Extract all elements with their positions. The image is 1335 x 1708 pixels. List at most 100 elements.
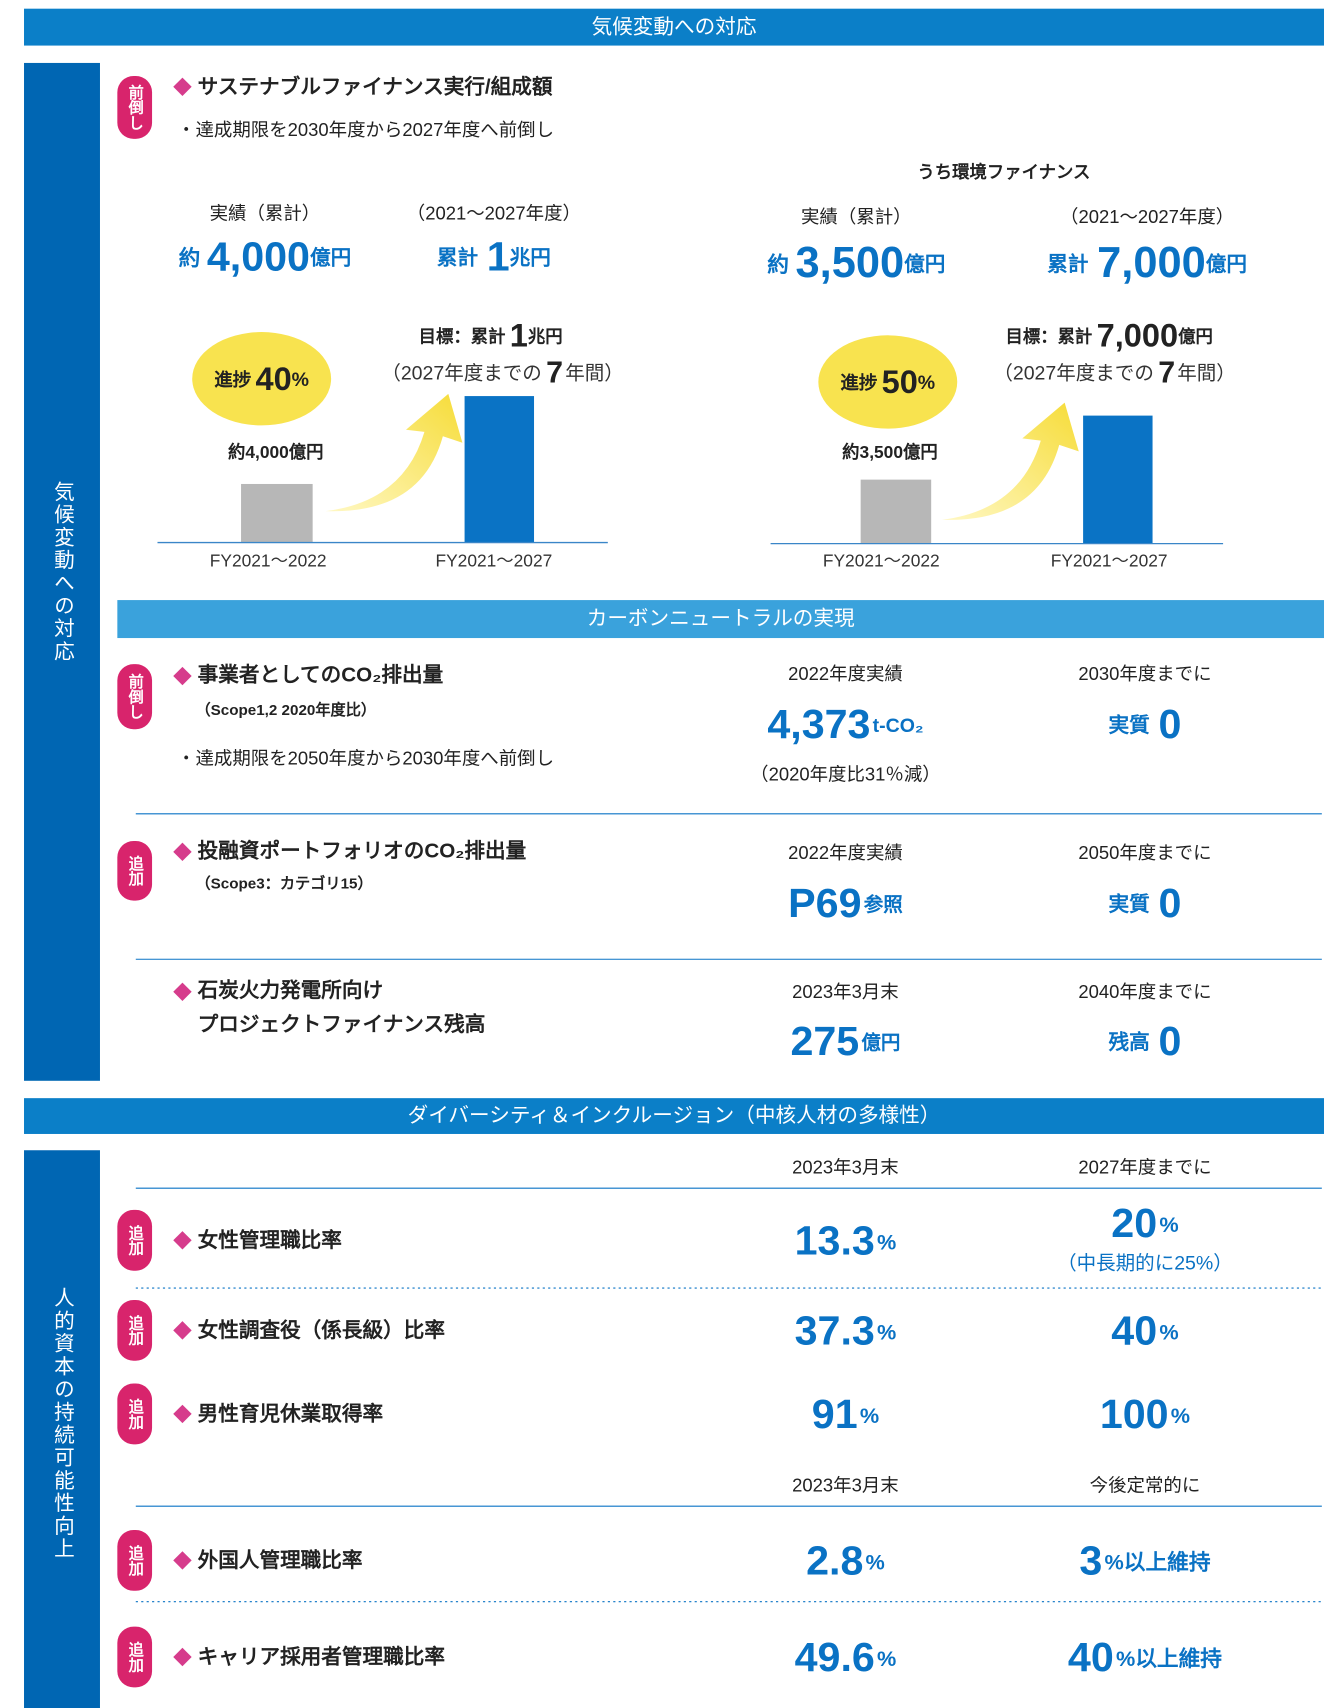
target-value-part: 100 <box>1100 1391 1169 1437</box>
target-value-part: 兆円 <box>510 247 551 270</box>
actual-value: 約 4,000億円 <box>179 233 352 279</box>
section-header-bar <box>24 8 1325 46</box>
target-value-part: 累計 <box>437 246 479 270</box>
badge-text: 前倒し <box>126 673 145 719</box>
goal-period: （2027年度までの 7 年間） <box>381 355 623 389</box>
side-label: 人的資本の持続可能性向上 <box>50 1287 74 1560</box>
item-title: サステナブルファイナンス実行/組成額 <box>198 74 553 98</box>
current-value: 37.3% <box>795 1308 897 1354</box>
subsection-title: カーボンニュートラルの実現 <box>587 607 855 630</box>
column-label: （2021～2027年度） <box>1060 206 1234 227</box>
progress-part: 40 <box>255 360 291 396</box>
target-value-part: 億円 <box>1206 252 1247 276</box>
target-value-part: 累計 <box>1047 252 1089 276</box>
current-value-part: % <box>877 1319 896 1344</box>
bar-target <box>1083 415 1153 544</box>
column-label: 2040年度までに <box>1078 981 1211 1002</box>
current-value-part: 13.3 <box>795 1217 875 1263</box>
target-value: 実質 0 <box>1109 701 1182 747</box>
column-label: 2022年度実績 <box>788 663 903 684</box>
progress-part: 50 <box>882 364 918 400</box>
target-value: 20% <box>1111 1200 1178 1246</box>
badge-text: 追加 <box>126 1398 145 1430</box>
diamond <box>173 1231 192 1250</box>
progress-part: 進捗 <box>214 369 251 390</box>
progress-part: % <box>292 369 309 391</box>
target-value-part: 0 <box>1158 701 1181 747</box>
diamond <box>173 1321 192 1340</box>
x-label: FY2021～2027 <box>1051 551 1168 571</box>
item-detail: （Scope1,2 2020年度比） <box>195 701 376 719</box>
target-value: 3 %以上維持 <box>1079 1538 1210 1584</box>
x-label: FY2021～2027 <box>435 551 552 571</box>
arrow <box>325 393 463 512</box>
goal-part: 目標：累計 <box>419 326 506 346</box>
diamond <box>173 1647 192 1667</box>
progress-part: % <box>918 372 935 394</box>
current-value: 49.6% <box>795 1634 897 1680</box>
actual-value-part: 約 <box>179 245 201 270</box>
target-value-part: 7,000 <box>1097 239 1206 287</box>
badge-text: 追加 <box>126 1315 145 1347</box>
current-value-part: t-CO₂ <box>873 715 924 737</box>
goal-period-part: 年間） <box>565 363 624 385</box>
current-value-part: % <box>866 1549 885 1574</box>
value-note: （中長期的に25%） <box>1057 1252 1233 1274</box>
target-value: 40 %以上維持 <box>1068 1634 1222 1680</box>
goal-period-part: （2027年度までの <box>381 363 542 385</box>
badge <box>117 75 153 139</box>
badge <box>117 664 153 730</box>
current-value: P69 参照 <box>788 880 903 926</box>
badge-text: 追加 <box>126 1545 145 1577</box>
progress-part: 進捗 <box>840 372 877 393</box>
goal-period-part: 7 <box>1158 355 1175 389</box>
goal-part: 1 <box>510 317 528 353</box>
section-header-bar <box>24 1098 1325 1134</box>
target-value: 40% <box>1111 1308 1178 1354</box>
column-label: 2050年度までに <box>1078 842 1211 863</box>
goal-period-part: 年間） <box>1177 363 1236 385</box>
column-label: 実績（累計） <box>210 203 321 224</box>
column-label: 今後定常的に <box>1090 1475 1201 1496</box>
actual-value-part: 億円 <box>310 246 351 270</box>
badge <box>117 1530 153 1591</box>
target-value: 残高 0 <box>1109 1018 1182 1064</box>
goal: 目標：累計 7,000億円 <box>1005 317 1212 353</box>
goal-period-part: 7 <box>546 355 563 389</box>
current-value: 275 億円 <box>790 1018 900 1064</box>
badge-text: 追加 <box>126 1641 145 1673</box>
item-title: 石炭火力発電所向け <box>197 978 383 1002</box>
column-label: 2023年3月末 <box>792 1475 899 1496</box>
column-label: 2022年度実績 <box>788 842 903 863</box>
badge-text: 追加 <box>126 855 145 887</box>
item-title: 外国人管理職比率 <box>198 1548 363 1572</box>
item-title: プロジェクトファイナンス残高 <box>198 1012 486 1036</box>
target-value-part: % <box>1159 1212 1178 1237</box>
goal-period: （2027年度までの 7 年間） <box>993 355 1235 389</box>
column-label: 2023年3月末 <box>792 981 899 1002</box>
bar-actual <box>241 483 313 543</box>
x-label: FY2021～2022 <box>210 551 327 571</box>
item-note: ・達成期限を2030年度から2027年度へ前倒し <box>177 119 554 140</box>
target-value-part: 3 <box>1079 1538 1102 1584</box>
target-value-part: % <box>1159 1319 1178 1344</box>
bar-label: 約3,500億円 <box>842 442 938 462</box>
target-value: 累計 7,000億円 <box>1047 239 1247 287</box>
side-label: 気候変動への対応 <box>50 481 74 663</box>
current-value-part: 275 <box>790 1018 859 1064</box>
goal-part: 兆円 <box>528 326 563 346</box>
actual-value-part: 億円 <box>904 252 945 276</box>
target-value-part: 0 <box>1158 1018 1181 1064</box>
diamond <box>173 77 192 97</box>
progress: 進捗 50% <box>840 364 935 400</box>
badge-text: 前倒し <box>126 84 145 130</box>
goal-part: 億円 <box>1178 326 1213 346</box>
item-title: 男性育児休業取得率 <box>198 1401 383 1425</box>
target-value-part: 40 <box>1068 1634 1114 1680</box>
target-value-part: % <box>1171 1403 1190 1428</box>
column-label: 実績（累計） <box>801 206 912 227</box>
current-value: 2.8% <box>806 1538 885 1584</box>
subsection-header-bar <box>117 600 1325 639</box>
item-title: 事業者としてのCO₂排出量 <box>198 662 444 686</box>
